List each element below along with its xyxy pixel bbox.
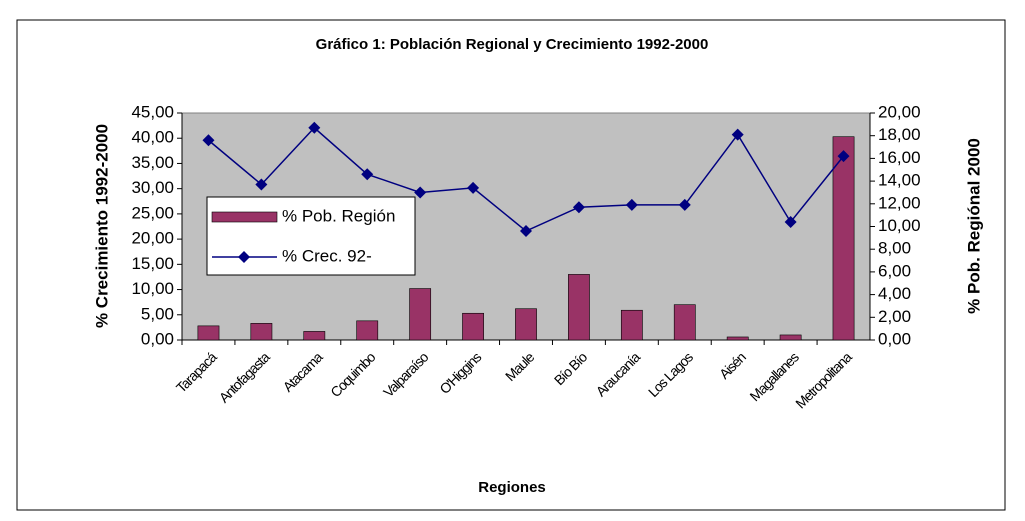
y2-axis-label: % Pob. Regiónal 2000 bbox=[964, 138, 983, 314]
y-tick-label: 30,00 bbox=[131, 178, 174, 197]
y2-tick-label: 18,00 bbox=[878, 125, 921, 144]
marker bbox=[784, 215, 797, 228]
bar bbox=[568, 274, 590, 341]
y2-tick-label: 2,00 bbox=[878, 307, 911, 326]
y2-tick-label: 8,00 bbox=[878, 239, 911, 258]
legend-swatch bbox=[211, 211, 278, 223]
marker bbox=[520, 225, 532, 238]
y2-tick-label: 4,00 bbox=[878, 284, 911, 303]
y-tick-label: 25,00 bbox=[131, 203, 174, 222]
bar bbox=[462, 312, 484, 341]
y-tick-label: 15,00 bbox=[131, 254, 174, 273]
marker bbox=[255, 178, 268, 191]
y2-tick-label: 14,00 bbox=[878, 171, 921, 190]
legend-box bbox=[206, 196, 416, 276]
y2-tick-label: 0,00 bbox=[878, 329, 911, 348]
marker bbox=[625, 198, 638, 211]
y2-tick-label: 6,00 bbox=[878, 261, 911, 280]
legend-label: % Pob. Región bbox=[282, 206, 395, 225]
y2-tick-label: 16,00 bbox=[878, 148, 921, 167]
marker bbox=[731, 128, 744, 141]
bar bbox=[303, 331, 326, 341]
y2-tick-label: 20,00 bbox=[878, 102, 921, 121]
marker bbox=[572, 201, 585, 214]
marker bbox=[202, 134, 215, 147]
legend-label: % Crec. 92- bbox=[282, 246, 372, 265]
y2-tick-label: 12,00 bbox=[878, 193, 921, 212]
bar bbox=[620, 309, 643, 341]
y-tick-label: 35,00 bbox=[131, 153, 174, 172]
y-tick-label: 40,00 bbox=[131, 128, 174, 147]
marker bbox=[308, 121, 321, 134]
y-tick-label: 20,00 bbox=[131, 229, 174, 248]
marker bbox=[361, 168, 374, 181]
bar bbox=[779, 334, 802, 341]
y-tick-label: 5,00 bbox=[141, 304, 174, 323]
marker bbox=[467, 181, 480, 194]
y-tick-label: 45,00 bbox=[131, 102, 174, 121]
bar bbox=[356, 320, 379, 341]
marker bbox=[414, 186, 427, 199]
bar bbox=[673, 304, 696, 341]
bar bbox=[515, 308, 537, 341]
chart-title: Gráfico 1: Población Regional y Crecimie… bbox=[316, 36, 709, 53]
bar bbox=[832, 136, 855, 341]
bar bbox=[250, 323, 273, 341]
y-axis-label: % Crecimiento 1992-2000 bbox=[92, 124, 111, 328]
bar bbox=[197, 325, 220, 341]
bar bbox=[726, 336, 749, 341]
bar bbox=[409, 288, 432, 341]
y-tick-label: 10,00 bbox=[131, 279, 174, 298]
legend-marker bbox=[238, 251, 250, 263]
marker bbox=[678, 198, 691, 211]
marker bbox=[837, 150, 850, 163]
y-tick-label: 0,00 bbox=[141, 329, 174, 348]
y2-tick-label: 10,00 bbox=[878, 216, 921, 235]
x-axis-label: Regiones bbox=[478, 479, 546, 496]
